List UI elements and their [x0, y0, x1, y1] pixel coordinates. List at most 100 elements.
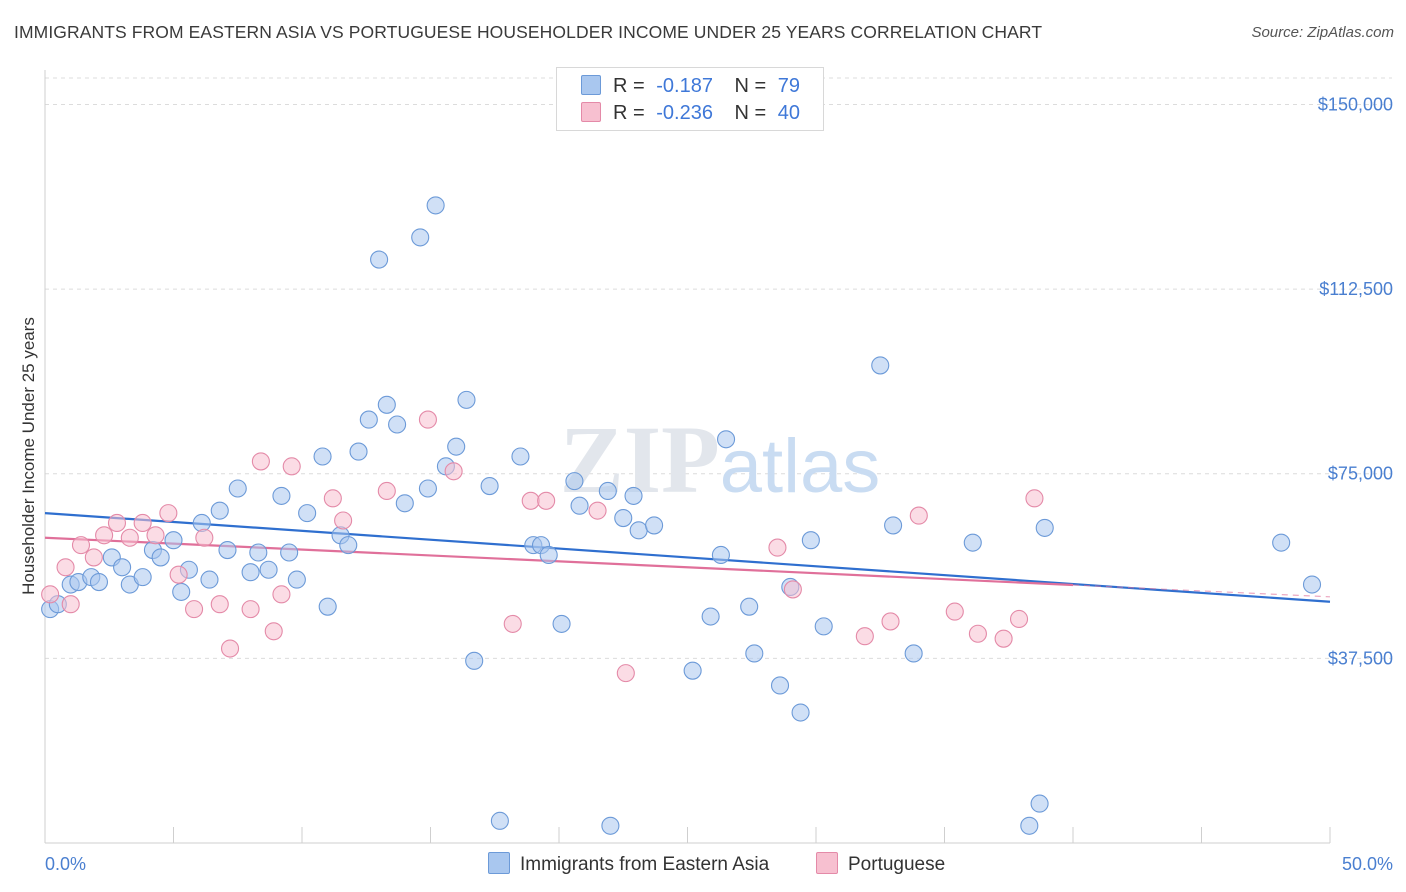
data-point-eastern-asia	[624, 486, 643, 505]
data-point-portuguese	[616, 664, 635, 683]
data-point-portuguese	[994, 629, 1013, 648]
data-point-eastern-asia	[1030, 794, 1049, 813]
data-point-eastern-asia	[395, 494, 414, 513]
axes	[44, 70, 1331, 844]
data-point-portuguese	[159, 504, 178, 523]
data-point-portuguese	[71, 536, 91, 555]
chart-title: IMMIGRANTS FROM EASTERN ASIA VS PORTUGUE…	[14, 22, 1043, 42]
bottom-legend-swatch-pink	[816, 852, 838, 874]
data-point-eastern-asia	[645, 516, 664, 535]
data-point-portuguese	[220, 639, 240, 658]
y-axis-label: Householder Income Under 25 years	[19, 317, 38, 595]
data-point-eastern-asia	[370, 250, 389, 269]
data-point-eastern-asia	[426, 196, 445, 215]
data-point-eastern-asia	[1020, 816, 1039, 835]
data-point-portuguese	[909, 506, 928, 525]
data-point-portuguese	[241, 600, 260, 619]
data-point-eastern-asia	[89, 573, 109, 592]
data-point-portuguese	[41, 585, 60, 604]
data-point-portuguese	[210, 595, 229, 614]
data-point-eastern-asia	[349, 442, 368, 461]
data-point-portuguese	[264, 622, 283, 641]
data-point-eastern-asia	[904, 644, 923, 663]
data-point-eastern-asia	[570, 496, 589, 515]
data-point-portuguese	[334, 511, 353, 530]
y-tick-label: $37,500	[1328, 648, 1393, 668]
data-point-eastern-asia	[614, 508, 633, 528]
data-point-eastern-asia	[164, 531, 183, 550]
trend-lines	[44, 512, 1331, 603]
data-point-eastern-asia	[716, 430, 736, 449]
data-point-eastern-asia	[113, 558, 132, 577]
legend-r-value: -0.187	[656, 75, 713, 97]
trend-line-eastern-asia	[44, 512, 1331, 603]
data-point-eastern-asia	[539, 545, 558, 565]
data-point-eastern-asia	[1302, 575, 1322, 594]
data-point-eastern-asia	[791, 703, 810, 722]
data-point-portuguese	[444, 462, 463, 481]
data-point-portuguese	[968, 624, 987, 643]
data-point-eastern-asia	[740, 597, 759, 616]
source-label: Source: ZipAtlas.com	[1251, 24, 1394, 41]
data-point-portuguese	[84, 548, 103, 567]
data-point-eastern-asia	[480, 476, 499, 496]
data-point-eastern-asia	[884, 516, 903, 535]
data-point-eastern-asia	[814, 617, 833, 636]
data-point-eastern-asia	[711, 545, 730, 565]
data-point-portuguese	[521, 491, 540, 510]
bottom-legend-series2: Portuguese	[816, 852, 945, 876]
data-point-eastern-asia	[359, 410, 378, 429]
data-point-eastern-asia	[318, 597, 337, 616]
data-point-eastern-asia	[701, 607, 720, 626]
data-point-eastern-asia	[200, 570, 219, 589]
x-tick-label-max: 50.0%	[1342, 854, 1393, 874]
legend-n-value: 79	[777, 75, 801, 97]
data-point-portuguese	[61, 595, 80, 614]
bottom-legend-swatch-blue	[488, 852, 510, 874]
data-point-eastern-asia	[241, 563, 260, 582]
data-point-eastern-asia	[172, 582, 191, 601]
data-point-portuguese	[185, 600, 204, 619]
data-point-portuguese	[377, 481, 396, 501]
data-point-portuguese	[783, 580, 802, 599]
data-point-portuguese	[323, 489, 342, 508]
data-point-eastern-asia	[963, 533, 982, 552]
data-point-eastern-asia	[259, 560, 278, 579]
data-point-eastern-asia	[629, 521, 648, 540]
data-point-eastern-asia	[770, 676, 790, 695]
data-point-eastern-asia	[457, 390, 476, 409]
data-point-portuguese	[945, 602, 964, 621]
data-point-eastern-asia	[1035, 518, 1054, 537]
data-point-eastern-asia	[151, 548, 170, 567]
legend-n-value: 40	[777, 102, 801, 124]
data-point-eastern-asia	[249, 543, 268, 562]
data-point-portuguese	[537, 491, 556, 510]
y-tick-label: $112,500	[1319, 279, 1393, 299]
data-point-eastern-asia	[298, 504, 317, 523]
data-point-portuguese	[146, 526, 165, 545]
legend-row-series1: R = -0.187 N = 79	[581, 75, 800, 101]
bottom-legend-label-series2: Portuguese	[848, 854, 946, 875]
data-point-eastern-asia	[552, 614, 571, 633]
data-point-portuguese	[251, 452, 270, 471]
data-points	[41, 196, 1322, 835]
data-point-eastern-asia	[801, 531, 820, 550]
trend-line-portuguese	[44, 536, 1074, 587]
legend-box: R = -0.187 N = 79 R = -0.236 N = 40	[556, 67, 824, 131]
data-point-eastern-asia	[313, 447, 332, 466]
data-point-eastern-asia	[683, 661, 702, 680]
data-point-eastern-asia	[598, 481, 617, 501]
trend-line-portuguese-extension	[1072, 584, 1331, 598]
data-point-portuguese	[120, 528, 139, 547]
y-tick-label: $150,000	[1318, 94, 1393, 114]
data-point-portuguese	[56, 558, 75, 577]
data-point-eastern-asia	[280, 543, 299, 562]
data-point-eastern-asia	[339, 536, 358, 555]
data-point-eastern-asia	[210, 501, 229, 520]
data-point-eastern-asia	[490, 811, 509, 830]
data-point-eastern-asia	[745, 644, 764, 663]
tick-labels: $37,500 $75,000 $112,500 $150,000 0.0% 50.0%	[45, 94, 1393, 874]
data-point-eastern-asia	[411, 228, 430, 247]
data-point-portuguese	[855, 627, 874, 646]
